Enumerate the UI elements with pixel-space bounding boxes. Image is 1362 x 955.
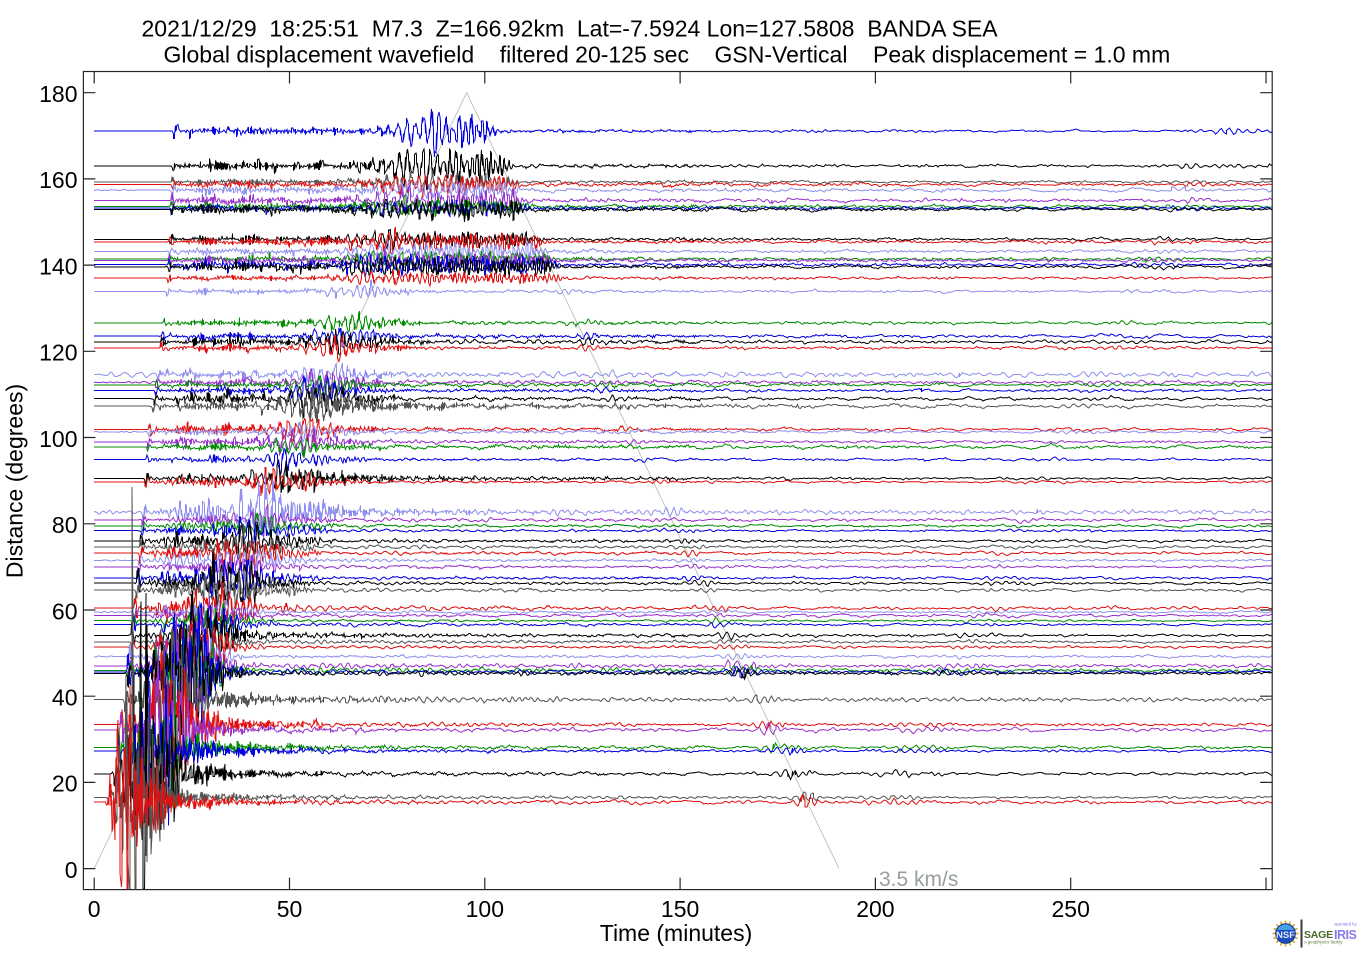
svg-text:160: 160 (39, 167, 77, 193)
svg-text:operated by: operated by (1334, 922, 1358, 927)
svg-text:50: 50 (277, 896, 303, 922)
svg-text:80: 80 (52, 512, 78, 538)
svg-text:180: 180 (39, 81, 77, 107)
svg-text:0: 0 (88, 896, 101, 922)
svg-text:Global displacement wavefield: Global displacement wavefield filtered 2… (164, 42, 1171, 68)
svg-text:140: 140 (39, 253, 77, 279)
svg-text:200: 200 (856, 896, 894, 922)
svg-text:0: 0 (65, 857, 78, 883)
svg-text:40: 40 (52, 685, 78, 711)
svg-text:100: 100 (39, 426, 77, 452)
svg-text:2021/12/29 18:25:51 M7.3 Z=: 2021/12/29 18:25:51 M7.3 Z=166.92km Lat=… (142, 16, 999, 42)
svg-text:150: 150 (661, 896, 699, 922)
svg-text:60: 60 (52, 598, 78, 624)
svg-text:250: 250 (1052, 896, 1090, 922)
svg-text:120: 120 (39, 340, 77, 366)
svg-text:IRIS: IRIS (1334, 928, 1356, 942)
svg-text:SAGE: SAGE (1304, 929, 1333, 941)
svg-text:NSF: NSF (1276, 930, 1295, 941)
svg-text:A geophysics facility: A geophysics facility (1304, 940, 1343, 945)
svg-text:100: 100 (466, 896, 504, 922)
svg-text:Distance (degrees): Distance (degrees) (2, 384, 28, 578)
svg-text:Time (minutes): Time (minutes) (600, 920, 753, 946)
svg-text:20: 20 (52, 771, 78, 797)
svg-text:3.5 km/s: 3.5 km/s (879, 868, 958, 891)
